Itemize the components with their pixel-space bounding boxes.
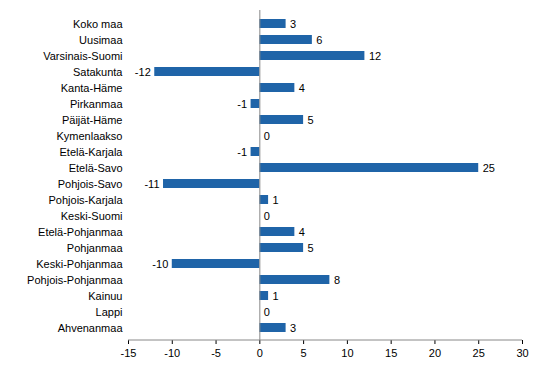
svg-text:Kymenlaakso: Kymenlaakso bbox=[56, 130, 122, 142]
svg-text:-12: -12 bbox=[135, 66, 151, 78]
svg-text:Päijät-Häme: Päijät-Häme bbox=[62, 114, 123, 126]
svg-text:Kanta-Häme: Kanta-Häme bbox=[61, 82, 123, 94]
svg-text:-1: -1 bbox=[237, 98, 247, 110]
svg-text:30: 30 bbox=[516, 347, 528, 359]
svg-text:Pohjanmaa: Pohjanmaa bbox=[67, 242, 124, 254]
svg-text:-10: -10 bbox=[164, 347, 180, 359]
svg-text:4: 4 bbox=[299, 226, 305, 238]
svg-text:Satakunta: Satakunta bbox=[73, 66, 123, 78]
svg-text:Etelä-Savo: Etelä-Savo bbox=[69, 162, 123, 174]
svg-text:Keski-Suomi: Keski-Suomi bbox=[61, 210, 123, 222]
svg-text:10: 10 bbox=[341, 347, 353, 359]
svg-text:Etelä-Karjala: Etelä-Karjala bbox=[60, 146, 124, 158]
svg-text:0: 0 bbox=[257, 347, 263, 359]
svg-text:1: 1 bbox=[273, 290, 279, 302]
svg-text:Etelä-Pohjanmaa: Etelä-Pohjanmaa bbox=[38, 226, 123, 238]
svg-text:Uusimaa: Uusimaa bbox=[79, 34, 123, 46]
svg-text:-15: -15 bbox=[121, 347, 137, 359]
svg-text:6: 6 bbox=[316, 34, 322, 46]
svg-text:25: 25 bbox=[483, 162, 495, 174]
svg-text:Pohjois-Savo: Pohjois-Savo bbox=[58, 178, 123, 190]
svg-text:0: 0 bbox=[264, 210, 270, 222]
svg-text:25: 25 bbox=[473, 347, 485, 359]
svg-text:Kainuu: Kainuu bbox=[88, 290, 122, 302]
svg-text:-11: -11 bbox=[144, 178, 159, 190]
svg-text:8: 8 bbox=[334, 274, 340, 286]
svg-text:Pirkanmaa: Pirkanmaa bbox=[70, 98, 123, 110]
svg-text:3: 3 bbox=[290, 322, 296, 334]
svg-text:0: 0 bbox=[264, 130, 270, 142]
svg-text:Pohjois-Pohjanmaa: Pohjois-Pohjanmaa bbox=[27, 274, 123, 286]
svg-text:-10: -10 bbox=[152, 258, 168, 270]
svg-text:5: 5 bbox=[308, 114, 314, 126]
svg-text:0: 0 bbox=[264, 306, 270, 318]
svg-text:-5: -5 bbox=[211, 347, 221, 359]
svg-text:Koko maa: Koko maa bbox=[73, 18, 123, 30]
svg-text:15: 15 bbox=[385, 347, 397, 359]
svg-text:-1: -1 bbox=[237, 146, 247, 158]
svg-text:Varsinais-Suomi: Varsinais-Suomi bbox=[43, 50, 122, 62]
svg-text:Pohjois-Karjala: Pohjois-Karjala bbox=[49, 194, 124, 206]
svg-text:Lappi: Lappi bbox=[96, 306, 123, 318]
svg-text:5: 5 bbox=[301, 347, 307, 359]
svg-text:Keski-Pohjanmaa: Keski-Pohjanmaa bbox=[36, 258, 123, 270]
svg-text:20: 20 bbox=[429, 347, 441, 359]
svg-text:4: 4 bbox=[299, 82, 305, 94]
svg-text:1: 1 bbox=[273, 194, 279, 206]
svg-text:12: 12 bbox=[369, 50, 381, 62]
svg-text:5: 5 bbox=[308, 242, 314, 254]
svg-text:3: 3 bbox=[290, 18, 296, 30]
svg-text:Ahvenanmaa: Ahvenanmaa bbox=[58, 322, 124, 334]
